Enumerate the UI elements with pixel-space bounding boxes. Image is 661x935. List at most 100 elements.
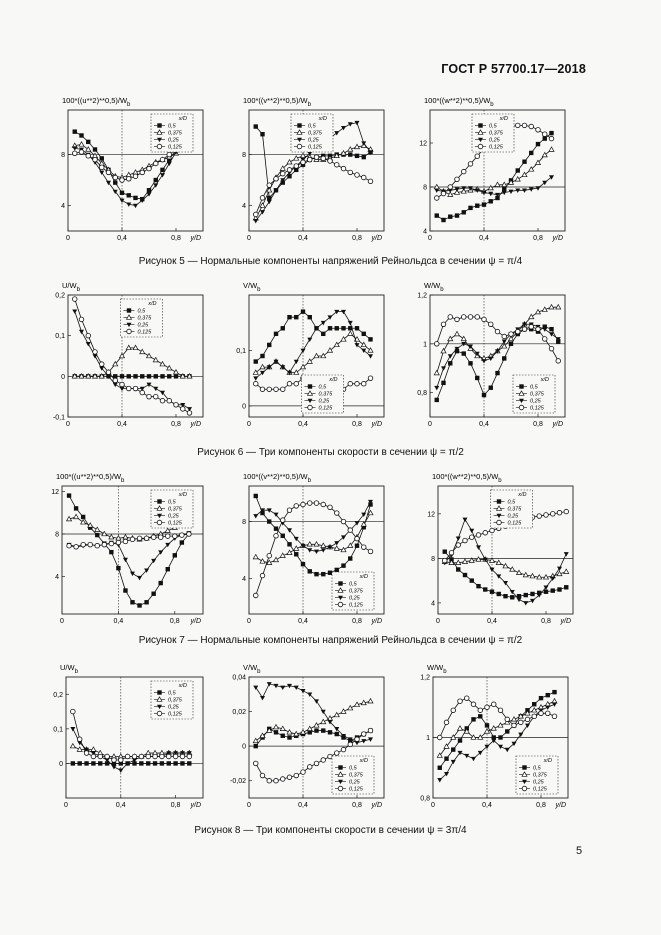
- data-point: [72, 129, 77, 134]
- x-axis-label: y/D: [371, 802, 383, 809]
- data-point: [361, 141, 367, 146]
- data-point: [514, 175, 521, 182]
- data-point: [273, 526, 279, 531]
- data-point: [347, 381, 353, 387]
- data-point: [293, 163, 299, 169]
- data-point: [166, 761, 171, 766]
- plot-frame: [65, 676, 204, 799]
- data-point: [253, 211, 259, 218]
- x-axis-label: y/D: [190, 421, 202, 428]
- data-point: [447, 191, 454, 197]
- data-point: [186, 531, 192, 537]
- chart-2: 480 0,4 0,8 y/D100*((v**2)**0,5)/Wbx/D0,50,…: [242, 96, 385, 242]
- data-point: [106, 374, 111, 379]
- y-tick-label: 12: [427, 511, 435, 518]
- legend-marker: [496, 519, 502, 526]
- data-point: [453, 189, 461, 195]
- x-tick-label: 0,8: [533, 235, 543, 242]
- data-point: [79, 133, 84, 138]
- legend-marker: [477, 129, 484, 135]
- data-point: [146, 374, 152, 379]
- y-tick-label: 1: [426, 735, 430, 742]
- data-point: [73, 506, 79, 511]
- data-point: [280, 517, 286, 523]
- data-point: [467, 314, 474, 320]
- data-point: [360, 699, 367, 706]
- data-point: [259, 558, 266, 564]
- legend-entry: 0,125: [349, 603, 364, 609]
- data-point: [334, 131, 340, 136]
- x-tick-label: 0: [66, 235, 70, 242]
- data-point: [286, 507, 293, 513]
- data-point: [287, 735, 292, 740]
- legend-marker: [478, 123, 483, 128]
- series-line-3: [255, 683, 371, 744]
- data-point: [180, 406, 186, 412]
- data-point: [460, 188, 467, 194]
- data-point: [440, 321, 447, 327]
- data-point: [536, 573, 543, 580]
- data-point: [280, 365, 286, 370]
- data-point: [478, 714, 483, 719]
- legend-title: x/D: [147, 301, 156, 307]
- plot-frame: [429, 109, 566, 232]
- data-point: [259, 772, 266, 779]
- x-tick-label: 0,4: [482, 802, 492, 809]
- data-point: [144, 568, 150, 573]
- legend-entry: 0,5: [489, 124, 498, 130]
- data-point: [113, 180, 118, 185]
- data-point: [535, 127, 541, 133]
- data-point: [165, 542, 171, 548]
- data-point: [538, 710, 544, 716]
- legend-entry: 0,125: [168, 521, 183, 527]
- data-point: [327, 504, 333, 511]
- legend-entry: 0,25: [308, 138, 320, 144]
- data-point: [340, 746, 347, 753]
- data-point: [167, 157, 172, 162]
- data-point: [179, 753, 186, 760]
- data-point: [252, 737, 259, 744]
- data-point: [361, 739, 367, 744]
- data-point: [361, 381, 367, 387]
- data-point: [549, 332, 554, 337]
- data-point: [294, 314, 299, 320]
- data-point: [160, 173, 165, 178]
- data-point: [273, 188, 279, 193]
- data-point: [99, 156, 104, 161]
- data-point: [468, 186, 473, 191]
- data-point: [105, 169, 112, 176]
- data-point: [293, 772, 299, 779]
- data-point: [259, 363, 266, 370]
- data-point: [164, 527, 171, 533]
- x-tick-label: 0: [436, 618, 440, 625]
- data-point: [496, 574, 502, 579]
- data-point: [484, 704, 490, 710]
- chart-6: 0,8 1 1,2 0 0,4 0,8 y/D W/Wb x/D0,50,3750,250,12…: [417, 281, 566, 428]
- x-tick-label: 0,4: [487, 618, 497, 625]
- data-point: [76, 736, 83, 742]
- data-point: [151, 591, 156, 596]
- x-tick-label: 0: [247, 802, 251, 809]
- data-point: [348, 326, 353, 331]
- legend-marker: [126, 322, 132, 328]
- data-point: [454, 187, 460, 192]
- legend-entry: 0,125: [168, 712, 183, 718]
- data-point: [307, 764, 313, 770]
- data-point: [535, 326, 541, 332]
- plot-frame: [248, 485, 385, 615]
- legend-entry: 0,5: [168, 500, 177, 506]
- data-point: [300, 501, 306, 508]
- y-tick-label: 8: [423, 185, 427, 192]
- data-point: [542, 336, 548, 342]
- legend-entry: 0,5: [533, 766, 542, 772]
- data-point: [341, 535, 346, 540]
- legend-marker: [496, 513, 502, 519]
- data-point: [517, 713, 524, 719]
- data-point: [132, 758, 137, 763]
- data-point: [145, 753, 151, 760]
- x-axis-label: y/D: [190, 235, 202, 242]
- data-point: [106, 180, 111, 186]
- data-point: [280, 326, 285, 331]
- data-point: [179, 373, 186, 379]
